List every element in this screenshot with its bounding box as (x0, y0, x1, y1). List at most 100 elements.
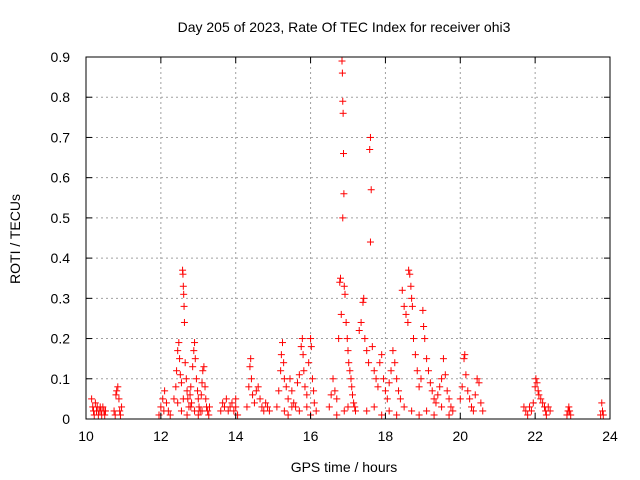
data-point (194, 387, 202, 395)
data-point (179, 282, 187, 290)
data-point (327, 391, 335, 399)
data-point (407, 282, 415, 290)
data-point (434, 391, 442, 399)
x-tick-label: 24 (602, 428, 618, 444)
data-point (469, 407, 477, 415)
data-point (393, 411, 401, 419)
data-point (417, 375, 425, 383)
data-point (438, 375, 446, 383)
data-point (447, 403, 455, 411)
data-point (312, 407, 320, 415)
data-point (385, 407, 393, 415)
data-point (288, 387, 296, 395)
data-point (172, 383, 180, 391)
data-point (370, 403, 378, 411)
data-point (473, 375, 481, 383)
data-point (420, 322, 428, 330)
data-point (177, 379, 185, 387)
data-point (112, 391, 120, 399)
data-point (410, 335, 417, 343)
data-point (539, 399, 547, 407)
data-point (116, 411, 124, 419)
data-point (219, 399, 227, 407)
y-tick-label: 0.8 (51, 89, 71, 105)
data-point (307, 343, 315, 351)
data-point (176, 371, 184, 379)
data-point (391, 359, 399, 367)
data-point (460, 355, 468, 363)
data-point (116, 407, 124, 415)
data-point (293, 379, 301, 387)
data-point (280, 407, 288, 415)
data-point (340, 190, 348, 198)
data-point (475, 379, 483, 387)
data-point (181, 359, 189, 367)
plot-frame (85, 56, 611, 420)
data-point (173, 367, 181, 375)
data-point (252, 387, 260, 395)
data-point (526, 403, 534, 411)
data-point (228, 399, 236, 407)
data-point (458, 383, 466, 391)
data-point (441, 371, 449, 379)
x-tick-label: 14 (228, 428, 244, 444)
data-points (88, 57, 607, 419)
data-point (374, 383, 382, 391)
data-point (186, 391, 194, 399)
x-axis-label: GPS time / hours (291, 459, 398, 475)
data-point (114, 383, 122, 391)
data-point (118, 403, 126, 411)
data-point (383, 395, 391, 403)
data-point (342, 318, 350, 326)
data-point (192, 375, 200, 383)
data-point (206, 403, 214, 411)
data-point (405, 266, 413, 274)
data-point (340, 407, 348, 415)
data-point (280, 359, 288, 367)
data-point (279, 339, 286, 347)
data-point (333, 395, 341, 403)
data-point (534, 387, 542, 395)
data-point (461, 351, 469, 359)
data-point (346, 367, 354, 375)
data-point (443, 387, 451, 395)
data-point (345, 359, 353, 367)
data-point (307, 335, 315, 343)
x-tick-label: 20 (452, 428, 468, 444)
data-point (295, 371, 303, 379)
y-tick-labels: 0 0.1 0.2 0.3 0.4 0.5 0.6 0.7 0.8 0.9 (51, 49, 71, 427)
data-point (249, 391, 257, 399)
data-point (359, 298, 367, 306)
data-point (198, 379, 206, 387)
data-point (408, 294, 416, 302)
data-point (339, 214, 347, 222)
data-point (250, 399, 258, 407)
data-point (479, 407, 487, 415)
data-point (199, 367, 207, 375)
data-point (194, 395, 202, 403)
data-point (389, 347, 397, 355)
data-point (115, 395, 123, 403)
data-point (217, 407, 225, 415)
data-point (88, 395, 96, 403)
data-point (194, 411, 202, 419)
data-point (232, 395, 240, 403)
x-tick-label: 10 (78, 428, 94, 444)
data-point (366, 238, 374, 246)
data-point (325, 403, 333, 411)
data-point (396, 395, 404, 403)
data-point (256, 395, 264, 403)
x-tick-label: 16 (303, 428, 319, 444)
data-point (188, 399, 196, 407)
data-point (275, 387, 283, 395)
data-point (337, 274, 345, 282)
data-point (182, 375, 190, 383)
data-point (198, 407, 206, 415)
data-point (367, 186, 375, 194)
data-point (445, 411, 453, 419)
data-point (189, 363, 197, 371)
data-point (524, 411, 532, 419)
data-point (262, 399, 270, 407)
data-point (378, 351, 386, 359)
data-point (336, 278, 344, 286)
